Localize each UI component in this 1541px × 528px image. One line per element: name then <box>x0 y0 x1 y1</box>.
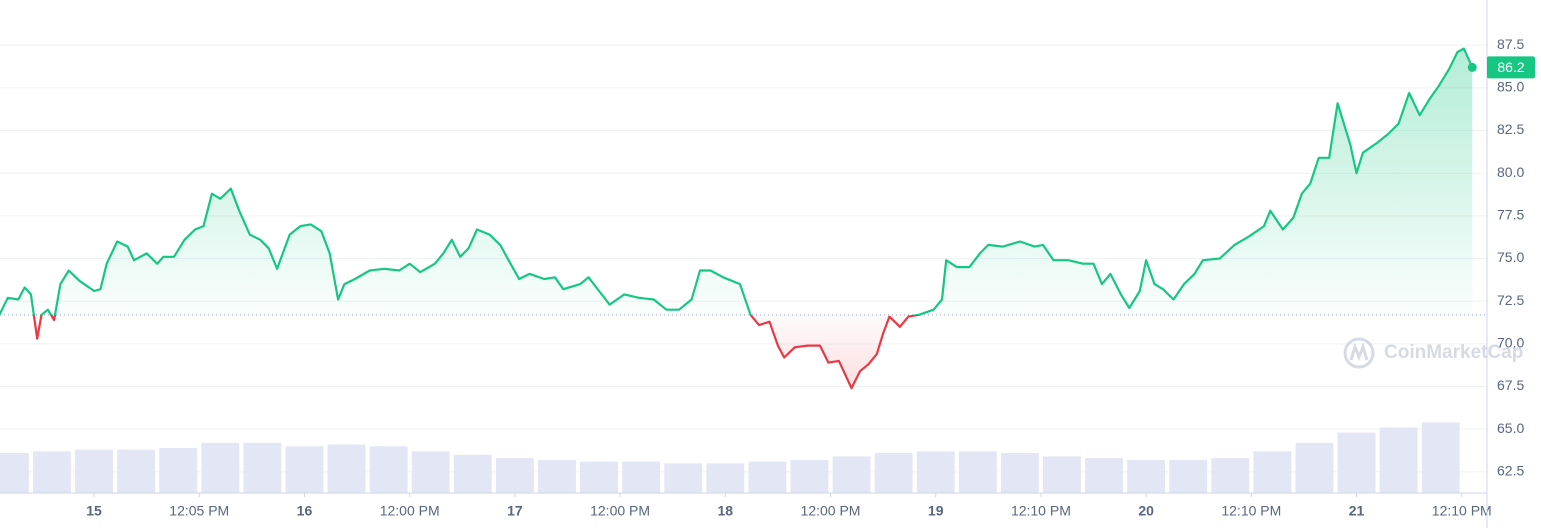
y-tick-label: 72.5 <box>1497 292 1524 308</box>
volume <box>0 422 1460 493</box>
volume-bar <box>75 449 113 493</box>
volume-bar <box>1421 422 1460 493</box>
volume-bar <box>495 458 534 493</box>
price-tag-label: 86.2 <box>1497 59 1524 75</box>
volume-bar <box>916 451 955 493</box>
volume-bar <box>958 451 997 493</box>
x-tick-label: 15 <box>86 503 102 519</box>
logo <box>1343 337 1375 369</box>
volume-bar <box>1253 451 1292 493</box>
y-tick-label: 87.5 <box>1497 36 1524 52</box>
volume-bar <box>832 456 871 493</box>
volume-bar <box>411 451 450 493</box>
area <box>0 48 1473 389</box>
x-tick-label: 21 <box>1349 503 1365 519</box>
volume-bar <box>1169 459 1208 493</box>
volume-bar <box>1043 456 1081 493</box>
volume-bar <box>1127 459 1166 493</box>
y-tick-label: 70.0 <box>1497 335 1524 351</box>
y-tick-label: 67.5 <box>1497 377 1524 393</box>
x-tick-label: 12:00 PM <box>380 503 440 519</box>
volume-bar <box>664 463 703 493</box>
price-tag <box>1487 56 1535 79</box>
last-point <box>1467 62 1477 72</box>
x-tick-label: 17 <box>507 503 523 519</box>
x-tick-label: 12:10 PM <box>1011 503 1071 519</box>
volume-bar <box>285 446 324 493</box>
x-tick-label: 12:10 PM <box>1221 503 1281 519</box>
x-tick-label: 18 <box>718 503 734 519</box>
volume-bar <box>706 463 745 493</box>
volume-bar <box>1085 458 1123 493</box>
y-tick-label: 65.0 <box>1497 420 1524 436</box>
x-tick-label: 12:00 PM <box>801 503 861 519</box>
plot <box>0 47 1487 390</box>
volume-bar <box>622 461 661 493</box>
volume-bar <box>1337 432 1376 493</box>
volume-bar <box>748 461 787 493</box>
y-tick-label: 77.5 <box>1497 207 1524 223</box>
volume-bar <box>243 442 282 493</box>
volume-bar <box>453 454 492 493</box>
x-tick-label: 20 <box>1138 503 1154 519</box>
volume-bar <box>369 446 408 493</box>
volume-bar <box>0 453 29 493</box>
volume-bar <box>1295 442 1334 493</box>
x-tick-label: 16 <box>297 503 313 519</box>
volume-bar <box>117 449 156 493</box>
x-tick-label: 12:10 PM <box>1432 503 1492 519</box>
y-tick-label: 62.5 <box>1497 463 1524 479</box>
watermark: CoinMarketCap <box>1343 337 1523 369</box>
watermark-text: CoinMarketCap <box>1384 342 1523 363</box>
x-tick-label: 19 <box>928 503 944 519</box>
x-tick-label: 12:05 PM <box>169 503 229 519</box>
y-tick-label: 85.0 <box>1497 79 1524 95</box>
volume-bar <box>159 447 198 493</box>
price-line <box>0 47 1474 390</box>
x-tick-label: 12:00 PM <box>590 503 650 519</box>
volume-bar <box>1000 453 1039 493</box>
volume-bar <box>874 453 913 493</box>
volume-bar <box>1379 427 1418 493</box>
volume-bar <box>790 459 829 493</box>
volume-bar <box>33 451 71 493</box>
y-tick-label: 80.0 <box>1497 164 1524 180</box>
y-tick-label: 82.5 <box>1497 121 1524 137</box>
volume-bar <box>1211 458 1250 493</box>
volume-bar <box>580 461 618 493</box>
volume-bar <box>327 444 366 493</box>
logo-mark <box>1349 342 1369 362</box>
volume-bar <box>201 442 240 493</box>
volume-bar <box>538 459 576 493</box>
y-tick-label: 75.0 <box>1497 249 1524 265</box>
